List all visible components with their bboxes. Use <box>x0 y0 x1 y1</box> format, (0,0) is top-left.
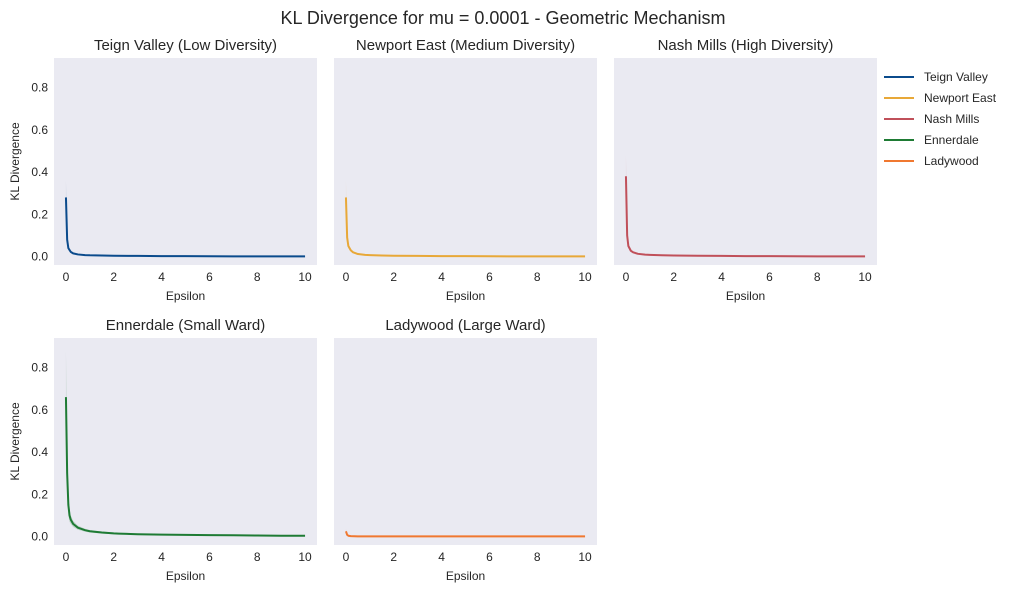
subplot-title: Newport East (Medium Diversity) <box>356 37 575 54</box>
legend-label: Teign Valley <box>924 70 988 84</box>
y-tick-label: 0.8 <box>31 81 48 95</box>
x-tick-label: 0 <box>63 270 70 284</box>
y-tick-label: 0.4 <box>31 445 48 459</box>
x-tick-label: 6 <box>206 270 213 284</box>
figure-title: KL Divergence for mu = 0.0001 - Geometri… <box>280 8 725 28</box>
x-tick-label: 6 <box>486 550 493 564</box>
subplot-5: Ladywood (Large Ward) 0 2 4 6 8 10 Epsilon <box>334 317 597 583</box>
y-tick-label: 0.6 <box>31 403 48 417</box>
legend: Teign Valley Newport East Nash Mills Ennerd… <box>884 70 997 168</box>
y-tick-label: 0.2 <box>31 487 48 501</box>
x-tick-label: 2 <box>390 550 397 564</box>
x-tick-label: 2 <box>110 550 117 564</box>
plot-area <box>334 58 597 265</box>
x-tick-label: 0 <box>63 550 70 564</box>
series-line <box>344 197 586 258</box>
x-tick-label: 6 <box>206 550 213 564</box>
subplot-grid: Teign Valley (Low Diversity) 0 2 4 6 8 10 0.0 0.… <box>8 37 877 583</box>
legend-label: Newport East <box>924 91 997 105</box>
x-axis-label: Epsilon <box>166 289 205 303</box>
x-tick-label: 6 <box>486 270 493 284</box>
plot-area <box>334 338 597 545</box>
x-tick-label: 8 <box>254 270 261 284</box>
x-tick-label: 2 <box>670 270 677 284</box>
x-tick-label: 0 <box>343 270 350 284</box>
x-tick-label: 6 <box>766 270 773 284</box>
y-tick-label: 0.4 <box>31 165 48 179</box>
x-tick-label: 10 <box>578 270 592 284</box>
x-axis-label: Epsilon <box>446 569 485 583</box>
x-axis-label: Epsilon <box>726 289 765 303</box>
x-tick-label: 8 <box>814 270 821 284</box>
x-tick-label: 4 <box>158 270 165 284</box>
series-line <box>64 197 306 258</box>
y-axis-label: KL Divergence <box>8 122 22 201</box>
legend-label: Ennerdale <box>924 133 979 147</box>
legend-label: Ladywood <box>924 154 979 168</box>
x-tick-label: 10 <box>578 550 592 564</box>
x-tick-label: 0 <box>343 550 350 564</box>
subplot-title: Ladywood (Large Ward) <box>385 317 545 334</box>
x-tick-label: 4 <box>438 550 445 564</box>
y-tick-label: 0.6 <box>31 123 48 137</box>
plot-area <box>614 58 877 265</box>
plot-area <box>54 58 317 265</box>
y-axis-label: KL Divergence <box>8 402 22 481</box>
subplot-4: Ennerdale (Small Ward) 0 2 4 6 8 10 0.0 0.2 0.4 0.… <box>8 317 317 583</box>
x-tick-label: 2 <box>390 270 397 284</box>
x-tick-label: 8 <box>534 550 541 564</box>
x-tick-label: 2 <box>110 270 117 284</box>
plot-area <box>54 338 317 545</box>
series-line <box>345 530 586 538</box>
subplot-1: Teign Valley (Low Diversity) 0 2 4 6 8 10 0.0 0.… <box>8 37 317 303</box>
x-tick-label: 10 <box>298 550 312 564</box>
y-tick-label: 0.0 <box>31 250 48 264</box>
x-axis-label: Epsilon <box>446 289 485 303</box>
x-tick-label: 8 <box>534 270 541 284</box>
y-tick-label: 0.8 <box>31 361 48 375</box>
x-tick-label: 4 <box>438 270 445 284</box>
x-tick-label: 10 <box>298 270 312 284</box>
series-line <box>64 397 306 537</box>
subplot-title: Nash Mills (High Diversity) <box>658 37 834 54</box>
series-line <box>624 176 866 258</box>
subplot-2: Newport East (Medium Diversity) 0 2 4 6 8 10 Ep… <box>334 37 597 303</box>
x-tick-label: 8 <box>254 550 261 564</box>
legend-label: Nash Mills <box>924 112 979 126</box>
y-tick-label: 0.0 <box>31 530 48 544</box>
x-tick-label: 0 <box>623 270 630 284</box>
subplot-title: Ennerdale (Small Ward) <box>106 317 266 334</box>
x-tick-label: 4 <box>158 550 165 564</box>
x-tick-label: 4 <box>718 270 725 284</box>
x-axis-label: Epsilon <box>166 569 205 583</box>
x-tick-label: 10 <box>858 270 872 284</box>
y-tick-label: 0.2 <box>31 207 48 221</box>
subplot-title: Teign Valley (Low Diversity) <box>94 37 277 54</box>
subplot-3: Nash Mills (High Diversity) 0 2 4 6 8 10 Epsilo… <box>614 37 877 303</box>
